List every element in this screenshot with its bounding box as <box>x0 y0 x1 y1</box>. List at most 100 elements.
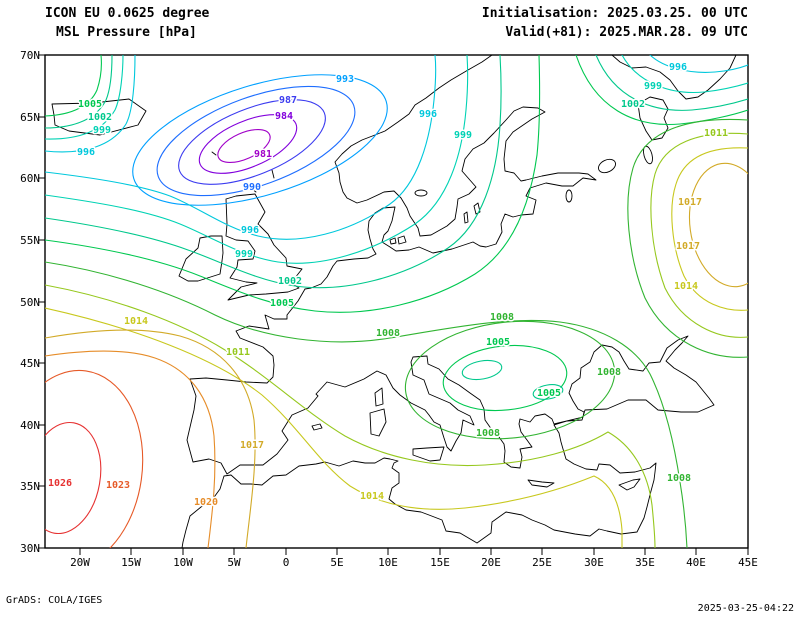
lon-axis-ticks <box>79 548 749 555</box>
lon-label: 40E <box>686 556 706 569</box>
coastline-shetland <box>271 169 275 179</box>
lat-label: 65N <box>20 111 40 124</box>
isobar-1017-east-ridge <box>688 162 748 288</box>
contour-label: 1026 <box>48 478 72 489</box>
isobar-1026-high <box>45 421 102 535</box>
contour-label: 996 <box>419 109 437 120</box>
contour-label: 999 <box>644 81 662 92</box>
coastline-oland <box>463 211 469 224</box>
lon-label: 45E <box>738 556 758 569</box>
lon-label: 20E <box>481 556 501 569</box>
coastline-iceland <box>51 98 147 136</box>
lat-label: 70N <box>20 49 40 62</box>
isobar-996-nw <box>45 55 136 153</box>
lake-peipus <box>565 189 573 203</box>
isobar-1008-mediterranean <box>404 320 616 440</box>
isobar-984 <box>198 114 298 174</box>
isobar-999-nw <box>45 55 124 140</box>
contour-label: 999 <box>454 130 472 141</box>
coastline-ireland <box>178 235 224 282</box>
coastline-sardinia <box>369 408 387 437</box>
contour-label: 1008 <box>667 473 691 484</box>
contour-label: 993 <box>336 74 354 85</box>
contour-label: 996 <box>669 62 687 73</box>
coastline-faroe <box>211 151 217 156</box>
coastline-cyprus <box>618 478 641 491</box>
lake-vanern <box>414 189 428 197</box>
isobar-1002-nw <box>45 55 113 129</box>
coastline-white-sea <box>637 96 669 141</box>
coastline-funen <box>389 237 397 245</box>
coastline-orkney <box>251 188 257 193</box>
lon-label: 30E <box>584 556 604 569</box>
isobar-1002-balkan-low-a <box>461 359 503 381</box>
lon-label: 35E <box>635 556 655 569</box>
isobar-999-ne <box>621 55 748 94</box>
contour-label: 1008 <box>490 312 514 323</box>
lon-label: 5E <box>330 556 343 569</box>
isobar-993 <box>132 74 388 206</box>
lon-label: 15W <box>121 556 141 569</box>
footer-credit: GrADS: COLA/IGES <box>6 595 102 606</box>
contour-label: 1017 <box>678 197 702 208</box>
contour-label: 1005 <box>486 337 510 348</box>
contour-label: 1002 <box>621 99 645 110</box>
contour-label: 1023 <box>106 480 130 491</box>
header-valid: Valid(+81): 2025.MAR.28. 09 UTC <box>505 25 748 40</box>
lon-label: 10E <box>378 556 398 569</box>
isobar-1002-main <box>45 55 502 289</box>
lat-label: 45N <box>20 357 40 370</box>
contour-label: 1002 <box>88 112 112 123</box>
lat-label: 55N <box>20 234 40 247</box>
isobar-1011-east <box>650 132 748 338</box>
isobar-1005-main <box>45 55 541 313</box>
coastline-zealand <box>397 235 407 245</box>
contour-label: 1005 <box>78 99 102 110</box>
isobar-1008-main <box>45 261 688 548</box>
isobar-1023-high <box>45 369 144 548</box>
contour-label: 990 <box>243 182 261 193</box>
contour-label: 1005 <box>537 388 561 399</box>
contour-labels: 1005 1002 999 996 993 987 984 981 990 996 999 1002 1… <box>46 61 729 510</box>
lat-label: 40N <box>20 419 40 432</box>
isobar-1014-main <box>45 307 623 548</box>
plot-frame <box>44 54 749 549</box>
contour-label: 1011 <box>704 128 728 139</box>
header-model: ICON EU 0.0625 degree <box>45 6 210 21</box>
lake-ladoga <box>598 158 616 174</box>
isobar-1005-mediterranean <box>442 344 568 412</box>
contour-label: 1011 <box>226 347 250 358</box>
lon-label: 10W <box>173 556 193 569</box>
contour-label: 1014 <box>360 491 384 502</box>
coastline-mallorca <box>311 423 323 431</box>
contour-label: 996 <box>77 147 95 158</box>
header-field: MSL Pressure [hPa] <box>56 25 197 40</box>
isobar-996-ne <box>649 55 748 73</box>
lat-axis-ticks <box>38 54 45 549</box>
isobar-987 <box>178 99 326 185</box>
isobar-990 <box>156 85 356 197</box>
contour-label: 1008 <box>597 367 621 378</box>
contour-label: 1002 <box>278 276 302 287</box>
contour-label: 999 <box>93 125 111 136</box>
coastline-atlantic-mediterranean-blacksea-africa <box>181 288 715 548</box>
coastline-crete <box>527 479 555 488</box>
lon-label: 15E <box>430 556 450 569</box>
coastline-sicily <box>412 446 445 462</box>
lat-label: 30N <box>20 542 40 555</box>
contour-label: 987 <box>279 95 297 106</box>
contour-label: 999 <box>235 249 253 260</box>
lon-label: 25E <box>532 556 552 569</box>
contour-label: 984 <box>275 111 293 122</box>
lat-label: 60N <box>20 172 40 185</box>
lat-label: 50N <box>20 296 40 309</box>
isobar-1002-ne <box>595 55 748 111</box>
lon-label: 5W <box>227 556 241 569</box>
coastline-continental-europe-scandinavia <box>304 55 597 290</box>
isobar-1008-east <box>627 118 748 358</box>
isobar-981 <box>217 128 271 164</box>
contour-label: 1017 <box>240 440 264 451</box>
coastline-great-britain <box>225 193 303 301</box>
